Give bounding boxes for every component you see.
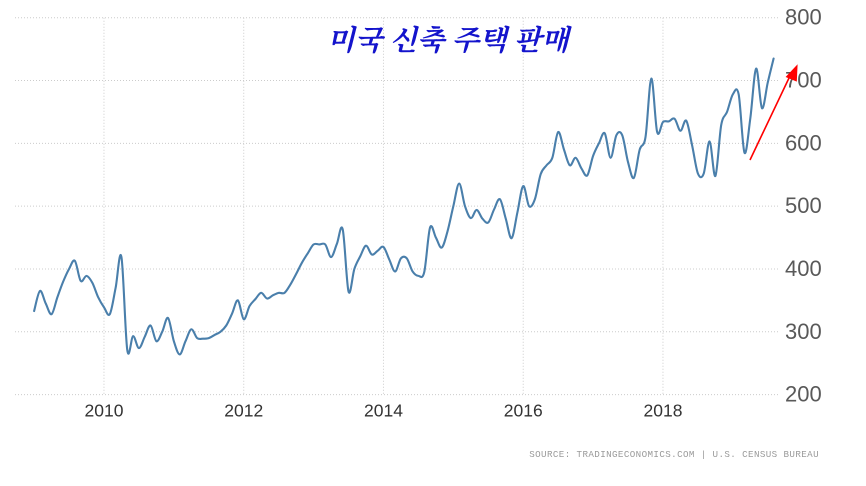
svg-text:200: 200 [785, 382, 822, 407]
svg-text:2014: 2014 [364, 401, 403, 421]
svg-text:2012: 2012 [224, 401, 263, 421]
svg-text:400: 400 [785, 256, 822, 281]
svg-text:2016: 2016 [504, 401, 543, 421]
svg-text:300: 300 [785, 319, 822, 344]
svg-text:700: 700 [785, 68, 822, 93]
svg-text:2010: 2010 [85, 401, 124, 421]
svg-text:500: 500 [785, 193, 822, 218]
svg-text:2018: 2018 [644, 401, 683, 421]
svg-text:600: 600 [785, 130, 822, 155]
